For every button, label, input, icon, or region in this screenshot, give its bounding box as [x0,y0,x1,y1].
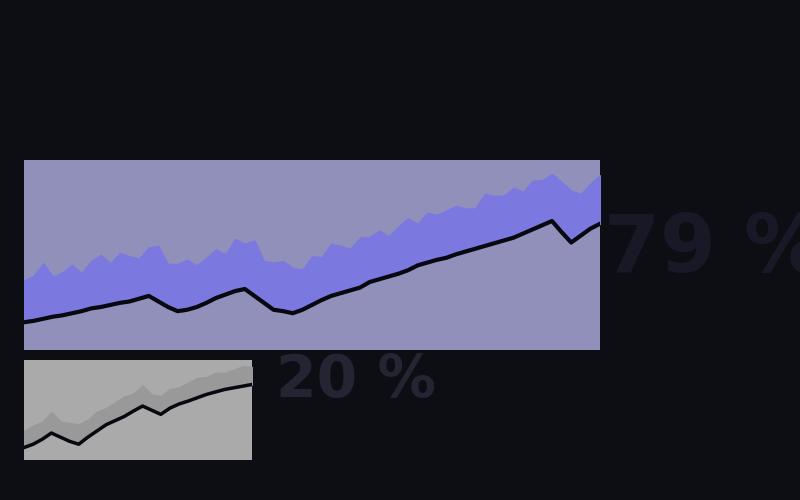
Text: 79 %: 79 % [604,211,800,289]
Text: 20 %: 20 % [276,352,436,408]
